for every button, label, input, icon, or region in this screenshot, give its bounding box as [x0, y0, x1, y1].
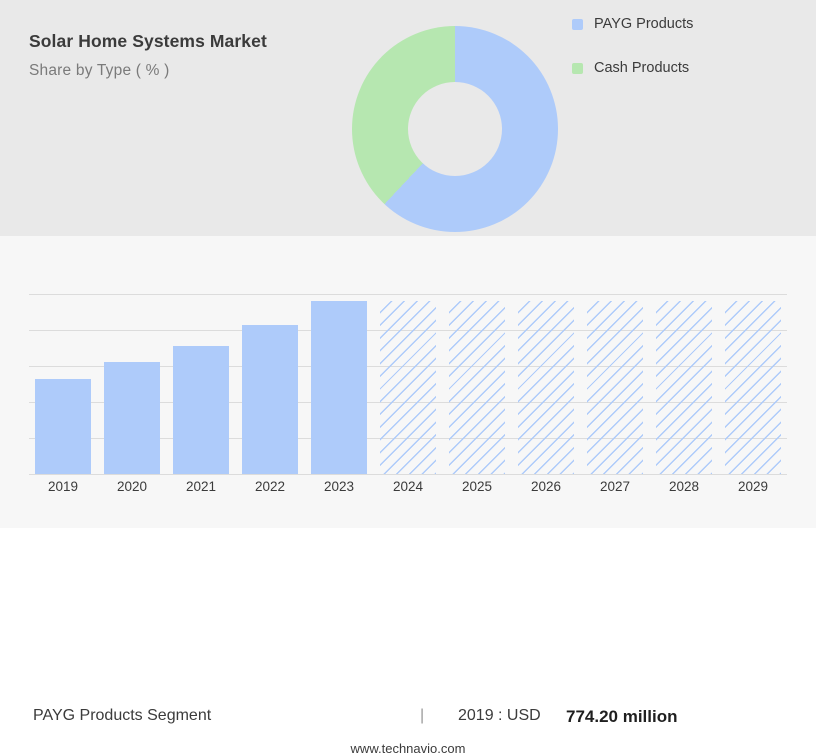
page-subtitle: Share by Type ( % )	[29, 62, 170, 79]
footer-summary: PAYG Products Segment | 2019 : USD 774.2…	[0, 707, 816, 741]
x-axis-label-2020: 2020	[116, 479, 148, 494]
page-title: Solar Home Systems Market	[29, 31, 267, 51]
footer-value: 774.20 million	[566, 707, 678, 726]
bar-series	[29, 294, 787, 474]
bar-2021	[173, 346, 229, 474]
gridline	[29, 294, 787, 295]
bar-2027	[587, 301, 643, 474]
x-axis-label-2021: 2021	[185, 479, 217, 494]
segment-label: PAYG Products Segment	[33, 707, 212, 724]
bar-chart-panel: 2019 2020 2021 2022 2023 2024 2025 2026 2027 2028…	[0, 236, 816, 756]
bar-2022	[242, 325, 298, 474]
gridline	[29, 474, 787, 475]
footer-year-label: 2019 : USD	[458, 707, 541, 724]
legend-swatch-cash	[572, 62, 583, 74]
x-axis-label-2022: 2022	[254, 479, 286, 494]
donut-hole	[408, 82, 502, 176]
x-axis-label-2025: 2025	[461, 479, 493, 494]
bar-2019	[35, 379, 91, 474]
bar-2024	[380, 301, 436, 474]
x-axis-label-2019: 2019	[47, 479, 79, 494]
bar-2029	[725, 301, 781, 474]
x-axis-label-2024: 2024	[392, 479, 424, 494]
x-axis-label-2029: 2029	[737, 479, 769, 494]
header-panel: Solar Home Systems Market Share by Type …	[0, 0, 816, 236]
x-axis-labels: 2019 2020 2021 2022 2023 2024 2025 2026 2027 2028…	[29, 479, 787, 497]
bar-2028	[656, 301, 712, 474]
bar-chart-plot	[29, 294, 787, 475]
x-axis-label-2027: 2027	[599, 479, 631, 494]
site-url: www.technavio.com	[350, 741, 466, 756]
donut-chart	[352, 26, 558, 232]
legend-swatch-payg	[572, 18, 583, 30]
legend-item-cash: Cash Products	[572, 60, 802, 76]
legend-item-payg: PAYG Products	[572, 16, 802, 32]
x-axis-label-2026: 2026	[530, 479, 562, 494]
legend-label-payg: PAYG Products	[594, 16, 694, 32]
bar-2026	[518, 301, 574, 474]
x-axis-label-2023: 2023	[323, 479, 355, 494]
bar-2020	[104, 362, 160, 474]
chart-legend: PAYG Products Cash Products	[572, 16, 802, 104]
x-axis-label-2028: 2028	[668, 479, 700, 494]
footer-separator: |	[420, 707, 425, 724]
legend-label-cash: Cash Products	[594, 60, 690, 76]
bar-2025	[449, 301, 505, 474]
bar-2023	[311, 301, 367, 474]
